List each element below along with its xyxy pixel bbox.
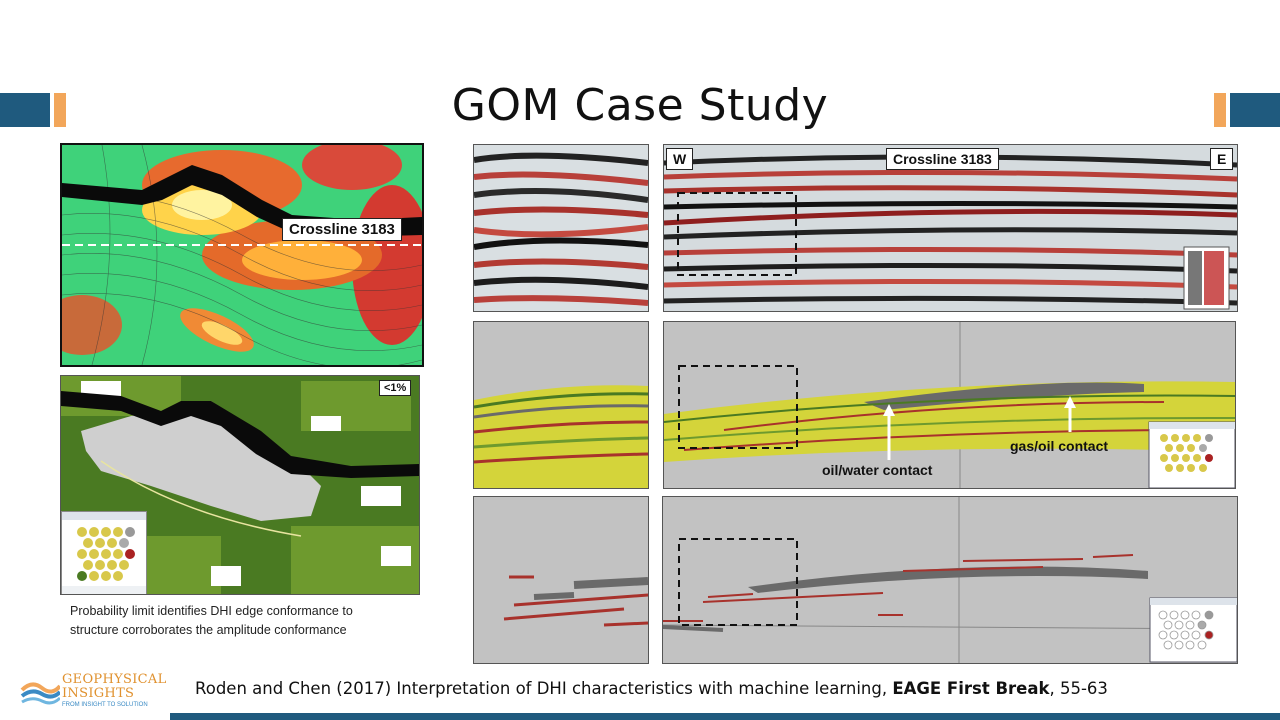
logo-wave-icon xyxy=(20,682,60,705)
probability-map: <1% xyxy=(60,375,420,595)
probability-zoom-panel xyxy=(473,496,649,664)
citation-prefix: Roden and Chen (2017) Interpretation of … xyxy=(195,679,893,698)
logo-tagline: FROM INSIGHT TO SOLUTION xyxy=(62,702,148,708)
east-label: E xyxy=(1210,148,1234,170)
probability-crossline-panel xyxy=(662,496,1238,664)
footer-bar xyxy=(170,713,1280,720)
map-crossline-label: Crossline 3183 xyxy=(282,218,402,241)
gas-oil-contact-label: gas/oil contact xyxy=(1010,438,1109,454)
citation-suffix: , 55-63 xyxy=(1049,679,1108,698)
left-header-accent xyxy=(54,93,66,127)
seismic-crossline-label: Crossline 3183 xyxy=(886,148,999,170)
classification-zoom-panel xyxy=(473,321,649,489)
caption-line-1: Probability limit identifies DHI edge co… xyxy=(70,604,353,618)
left-header-bar xyxy=(0,93,50,127)
right-header-accent xyxy=(1214,93,1226,127)
slide-title: GOM Case Study xyxy=(451,80,829,131)
amplitude-map: Crossline 3183 xyxy=(60,143,424,367)
threshold-label: <1% xyxy=(379,380,412,396)
citation-journal: EAGE First Break xyxy=(892,679,1050,698)
seismic-crossline-panel: W E Crossline 3183 xyxy=(663,144,1238,312)
oil-water-contact-label: oil/water contact xyxy=(822,462,933,478)
west-label: W xyxy=(666,148,694,170)
som-neuron-grid-map xyxy=(61,511,147,594)
right-header-bar xyxy=(1230,93,1280,127)
logo-line1: GEOPHYSICAL xyxy=(62,672,167,687)
figure-caption: Probability limit identifies DHI edge co… xyxy=(70,602,430,640)
classification-crossline-panel: oil/water contact gas/oil contact xyxy=(663,321,1236,489)
geophysical-insights-logo: GEOPHYSICAL INSIGHTS FROM INSIGHT TO SOL… xyxy=(20,672,170,712)
citation: Roden and Chen (2017) Interpretation of … xyxy=(195,679,1108,698)
seismic-zoom-panel xyxy=(473,144,649,312)
caption-line-2: structure corroborates the amplitude con… xyxy=(70,623,347,637)
logo-line2: INSIGHTS xyxy=(62,686,135,701)
